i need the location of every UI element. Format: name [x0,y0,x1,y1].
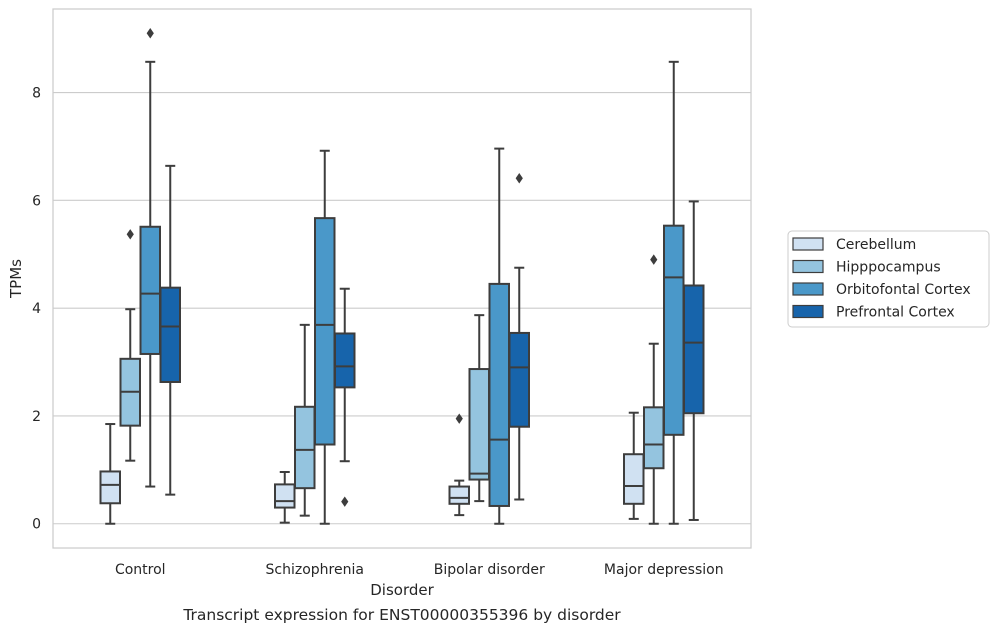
legend-swatch [792,259,824,274]
x-axis-label: Disorder [370,581,434,599]
box-orbitofontal-cortex [663,60,685,525]
box-cerebellum [623,411,645,520]
box-orbitofontal-cortex [314,149,336,525]
box [683,284,705,415]
legend-frame [787,230,990,328]
box [314,217,336,446]
box-hipppocampus [643,254,665,525]
legend-swatch [792,282,824,296]
box-hipppocampus [468,314,490,503]
outlier-point [126,229,134,240]
y-tick-label: 4 [32,301,41,317]
tick-labels: 0 2 4 6 8 Control Schizophrenia Bipolar disorde… [32,86,724,578]
y-tick-label: 6 [32,193,41,209]
box [468,368,490,481]
y-axis-label: TPMs [7,259,25,299]
x-tick-label: Bipolar disorder [434,562,545,578]
box [334,332,356,389]
box [274,483,296,509]
box [99,470,121,505]
box-groups [99,28,705,525]
box [663,224,685,436]
box [508,331,530,428]
box [159,286,181,383]
outlier-point [515,173,523,184]
box [294,405,316,490]
box-prefrontal-cortex [334,287,356,507]
y-tick-label: 8 [32,86,41,102]
outlier-point [341,496,349,507]
y-tick-label: 0 [32,517,41,533]
box [448,485,470,505]
legend-label: Orbitofontal Cortex [836,282,971,298]
box-cerebellum [99,423,121,525]
outlier-point [146,28,154,39]
legend: Cerebellum Hipppocampus Orbitofontal Corte… [787,230,990,328]
box-cerebellum [274,471,296,524]
box-hipppocampus [119,229,141,462]
box-orbitofontal-cortex [139,28,161,488]
plot-frame [52,8,752,549]
box-prefrontal-cortex [683,200,705,521]
box-cerebellum [448,413,470,517]
x-tick-label: Control [115,562,166,578]
box-orbitofontal-cortex [488,147,510,525]
box-hipppocampus [294,323,316,517]
legend-swatch [792,237,824,251]
box [488,282,510,507]
x-tick-label: Schizophrenia [266,562,364,578]
box [643,406,665,470]
box [623,453,645,505]
x-tick-label: Major depression [604,562,724,578]
legend-label: Hipppocampus [836,260,941,276]
box-prefrontal-cortex [159,164,181,496]
legend-swatch [792,304,824,319]
outlier-point [455,413,463,424]
outlier-point [650,254,658,265]
box [139,225,161,355]
y-tick-label: 2 [32,409,41,425]
figure-caption: Transcript expression for ENST0000035539… [183,606,621,624]
legend-label: Prefrontal Cortex [836,305,955,321]
box-prefrontal-cortex [508,173,530,501]
legend-label: Cerebellum [836,237,916,253]
